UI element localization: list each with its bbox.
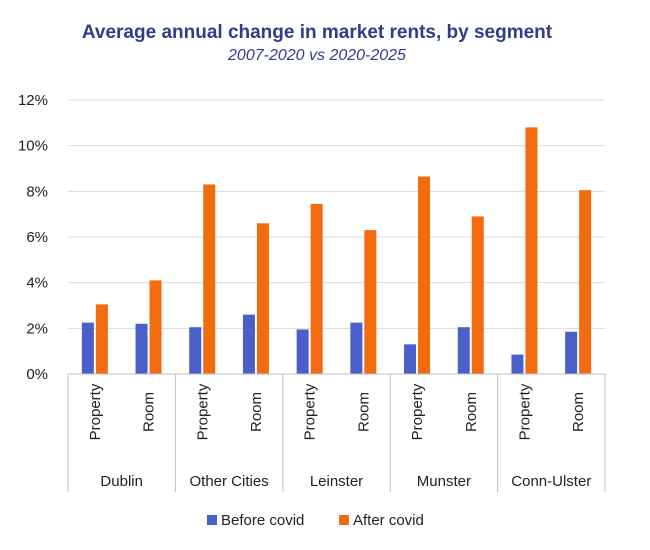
category-label: Room (463, 392, 480, 432)
bar-after-covid (418, 176, 431, 374)
bar-before-covid (404, 344, 417, 374)
bar-before-covid (296, 329, 309, 374)
bar-before-covid (135, 323, 148, 374)
legend-swatch (339, 515, 349, 525)
bar-after-covid (364, 230, 377, 374)
y-tick-label: 12% (18, 92, 48, 109)
tick-labels: 0% 2% 4% 6% 8% 10% 12% Property Room Property Room… (18, 92, 591, 490)
y-tick-label: 8% (26, 183, 48, 200)
y-tick-label: 6% (26, 229, 48, 246)
bar-after-covid (203, 184, 216, 374)
legend-label: Before covid (221, 512, 304, 529)
category-label: Property (409, 383, 426, 440)
category-label: Property (302, 383, 319, 440)
chart-subtitle: 2007-2020 vs 2020-2025 (227, 47, 406, 64)
group-label: Dublin (100, 473, 143, 490)
category-label: Room (355, 392, 372, 432)
legend-label: After covid (353, 512, 424, 529)
group-label: Munster (417, 473, 471, 490)
bar-after-covid (256, 223, 269, 374)
bar-after-covid (579, 190, 592, 374)
legend: Before covid After covid (207, 512, 424, 529)
bar-before-covid (565, 331, 578, 374)
chart-title: Average annual change in market rents, b… (82, 22, 553, 43)
group-label: Conn-Ulster (511, 473, 591, 490)
category-label: Room (570, 392, 587, 432)
y-tick-label: 4% (26, 275, 48, 292)
category-label: Property (87, 383, 104, 440)
bar-before-covid (457, 327, 470, 374)
bars (81, 127, 592, 375)
category-label: Room (248, 392, 265, 432)
y-tick-label: 2% (26, 320, 48, 337)
bar-after-covid (95, 304, 108, 374)
bar-after-covid (525, 127, 538, 375)
y-tick-label: 10% (18, 138, 48, 155)
group-label: Other Cities (189, 473, 268, 490)
x-axis (67, 373, 606, 492)
group-label: Leinster (310, 473, 363, 490)
category-label: Property (194, 383, 211, 440)
gridlines (68, 99, 605, 329)
bar-before-covid (81, 322, 94, 374)
bar-after-covid (310, 203, 323, 374)
bar-before-covid (511, 354, 524, 374)
category-label: Property (516, 383, 533, 440)
bar-after-covid (149, 280, 162, 374)
bar-before-covid (350, 322, 363, 374)
bar-before-covid (242, 314, 255, 374)
bar-after-covid (471, 216, 484, 374)
y-tick-label: 0% (26, 366, 48, 383)
legend-swatch (207, 515, 217, 525)
category-label: Room (141, 392, 158, 432)
bar-before-covid (189, 327, 202, 374)
